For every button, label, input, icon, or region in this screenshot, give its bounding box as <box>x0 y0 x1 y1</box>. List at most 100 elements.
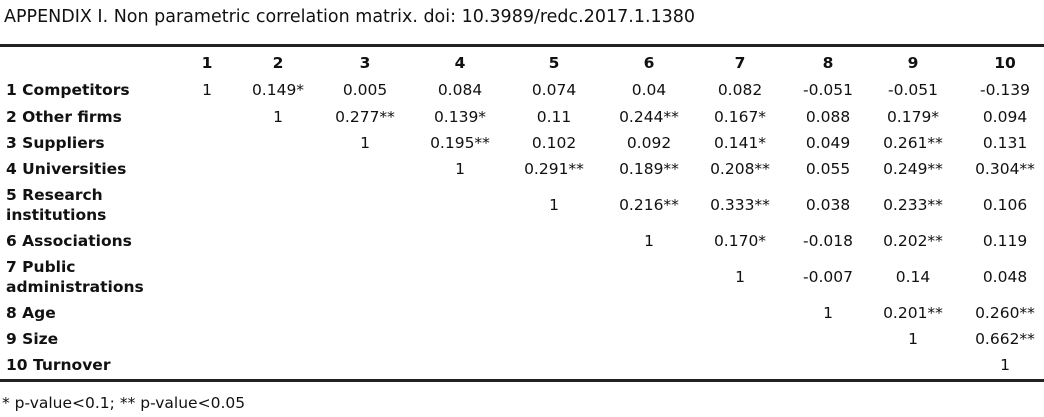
table-cell: 1 <box>644 232 654 250</box>
table-cell: 0.141* <box>713 134 767 152</box>
table-cell <box>314 254 416 300</box>
table-cell <box>504 228 604 254</box>
header-cell: 9 <box>907 54 919 72</box>
table-cell <box>172 228 242 254</box>
table-cell: 0.106 <box>982 196 1028 214</box>
table-body: 1 Competitors 1 0.149* 0.005 0.084 0.074 0.04 0… <box>0 76 1044 378</box>
table-cell: 0.119 <box>982 232 1028 250</box>
header-cell: 4 <box>454 54 466 72</box>
table-cell <box>172 352 242 378</box>
table-row: 9 Size 1 0.662** <box>0 326 1044 352</box>
table-cell <box>416 254 504 300</box>
table-cell <box>314 228 416 254</box>
table-cell <box>694 326 786 352</box>
table-cell <box>416 182 504 228</box>
row-label: 2 Other firms <box>6 108 122 126</box>
table-cell: 0.291** <box>524 160 584 178</box>
table-cell: 0.304** <box>975 160 1035 178</box>
row-label: 5 Research institutions <box>6 186 107 224</box>
table-cell: 1 <box>360 134 370 152</box>
table-cell: 0.216** <box>619 196 679 214</box>
table-cell <box>242 228 314 254</box>
table-cell: 1 <box>735 268 745 286</box>
table-cell: 0.244** <box>619 108 679 126</box>
table-cell: 0.04 <box>631 81 667 99</box>
header-cell <box>0 50 172 76</box>
table-cell: -0.007 <box>803 268 853 286</box>
table-cell <box>314 352 416 378</box>
table-cell <box>786 326 870 352</box>
row-label: 9 Size <box>6 330 59 348</box>
table-cell: 0.208** <box>710 160 770 178</box>
table-cell <box>242 326 314 352</box>
row-label: 3 Suppliers <box>6 134 105 152</box>
header-cell: 10 <box>994 54 1016 72</box>
table-cell <box>604 254 694 300</box>
table-row: 1 Competitors 1 0.149* 0.005 0.084 0.074 0.04 0… <box>0 76 1044 104</box>
table-cell: 0.195** <box>430 134 490 152</box>
table-cell: -0.051 <box>803 81 853 99</box>
table-cell: 0.14 <box>895 268 931 286</box>
table-cell: 0.277** <box>335 108 395 126</box>
table-row: 6 Associations 1 0.170* -0.018 0.202** 0.119 <box>0 228 1044 254</box>
table-cell: 0.055 <box>805 160 851 178</box>
table-cell <box>314 300 416 326</box>
table-cell: 0.202** <box>883 232 943 250</box>
table-cell <box>172 104 242 130</box>
table-cell: 0.082 <box>717 81 763 99</box>
correlation-matrix-table: 1 2 3 4 5 6 7 8 9 10 1 Competitors 1 0.149… <box>0 50 1044 378</box>
table-cell <box>504 254 604 300</box>
header-cell: 8 <box>822 54 834 72</box>
table-cell: 0.131 <box>982 134 1028 152</box>
table-row: 10 Turnover 1 <box>0 352 1044 378</box>
table-cell <box>172 300 242 326</box>
table-cell: 0.149* <box>251 81 305 99</box>
table-cell: 0.088 <box>805 108 851 126</box>
header-cell: 5 <box>548 54 560 72</box>
table-row: 8 Age 1 0.201** 0.260** <box>0 300 1044 326</box>
table-title: APPENDIX I. Non parametric correlation m… <box>4 7 696 27</box>
table-cell <box>314 326 416 352</box>
table-cell: 1 <box>455 160 465 178</box>
table-cell: 0.249** <box>883 160 943 178</box>
table-cell: 0.094 <box>982 108 1028 126</box>
table-cell <box>242 300 314 326</box>
table-cell <box>694 352 786 378</box>
table-cell: 0.201** <box>883 304 943 322</box>
table-cell: 0.333** <box>710 196 770 214</box>
table-cell <box>504 300 604 326</box>
row-label: 8 Age <box>6 304 56 322</box>
row-label: 1 Competitors <box>6 81 130 99</box>
table-cell: 0.261** <box>883 134 943 152</box>
table-cell <box>242 182 314 228</box>
table-cell <box>786 352 870 378</box>
table-cell <box>604 352 694 378</box>
table-cell <box>870 352 956 378</box>
table-cell <box>172 326 242 352</box>
table-cell <box>416 300 504 326</box>
row-label: 6 Associations <box>6 232 132 250</box>
table-cell: 1 <box>549 196 559 214</box>
row-label: 4 Universities <box>6 160 127 178</box>
table-cell: 0.084 <box>437 81 483 99</box>
table-cell: 0.005 <box>342 81 388 99</box>
table-cell: 0.102 <box>531 134 577 152</box>
table-cell: 0.074 <box>531 81 577 99</box>
table-cell: 1 <box>1000 356 1010 374</box>
table-cell <box>172 156 242 182</box>
table-cell <box>172 182 242 228</box>
table-row: 2 Other firms 1 0.277** 0.139* 0.11 0.244** 0.… <box>0 104 1044 130</box>
table-cell: 0.049 <box>805 134 851 152</box>
table-cell: -0.018 <box>803 232 853 250</box>
table-cell <box>694 300 786 326</box>
table-cell <box>604 326 694 352</box>
header-row: 1 2 3 4 5 6 7 8 9 10 <box>0 50 1044 76</box>
table-cell <box>172 130 242 156</box>
table-cell: 0.662** <box>975 330 1035 348</box>
bottom-rule <box>0 379 1044 382</box>
table-cell: 0.139* <box>433 108 487 126</box>
table-cell: 0.11 <box>536 108 572 126</box>
header-cell: 3 <box>359 54 371 72</box>
table-cell: 0.179* <box>886 108 940 126</box>
table-cell <box>416 326 504 352</box>
